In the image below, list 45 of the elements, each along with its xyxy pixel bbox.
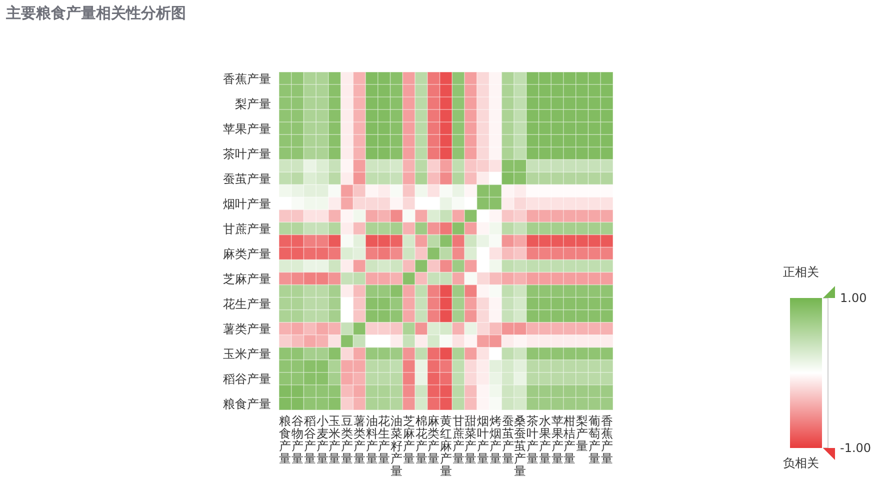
y-tick-label: 粮食产量 [223,397,271,412]
y-tick-label: 甘蔗产量 [223,222,271,236]
x-tick-label: 黄红麻产量 [440,414,452,478]
x-tick-label: 稻谷产量 [304,414,316,466]
y-tick-label: 薯类产量 [223,322,271,336]
text: 正相关 [783,265,819,279]
y-tick-label: 梨产量 [235,96,271,111]
x-tick-label: 油菜籽产量 [390,414,403,478]
x-tick-label: 梨产量 [576,414,588,453]
x-tick-label: 玉米产量 [328,414,341,466]
x-tick-label: 芝麻产量 [402,414,415,466]
x-tick-label: 烤烟产量 [489,414,502,466]
y-tick-label: 花生产量 [223,297,271,312]
color-bar-label: -1.00 [840,441,872,455]
x-tick-label: 香蕉产量 [600,414,613,466]
y-tick-label: 香蕉产量 [223,72,271,86]
y-tick-label: 麻类产量 [223,247,271,262]
x-tick-label: 水果产量 [538,414,551,466]
x-tick-label: 油料产量 [366,414,378,466]
x-tick-label: 甘蔗产量 [452,414,464,466]
y-tick-label: 蚕茧产量 [223,172,271,186]
y-tick-label: 烟叶产量 [223,196,271,211]
x-tick-label: 小麦产量 [316,414,328,466]
x-tick-label: 棉花产量 [415,414,428,466]
x-tick-label: 薯类产量 [353,414,366,466]
x-tick-label: 甜菜产量 [464,414,477,466]
x-tick-label: 蚕茧产量 [502,414,514,466]
color-bar-label: 1.00 [840,291,867,305]
x-tick-label: 柑桔产量 [562,414,576,466]
y-tick-label: 茶叶产量 [223,146,271,161]
x-tick-label: 豆类产量 [341,414,354,466]
x-tick-label: 桑蚕茧产量 [514,414,526,478]
y-tick-label: 苹果产量 [223,122,271,136]
x-tick-label: 茶叶产量 [526,414,539,466]
x-tick-label: 谷物产量 [292,414,304,466]
y-tick-label: 芝麻产量 [223,272,271,286]
x-tick-label: 葡萄产量 [588,414,600,466]
x-tick-label: 苹果产量 [551,414,564,466]
x-tick-label: 麻类产量 [428,414,440,466]
x-tick-label: 花生产量 [378,414,390,466]
text: 主要粮食产量相关性分析图 [5,4,186,22]
y-tick-label: 稻谷产量 [223,372,271,386]
y-tick-label: 玉米产量 [223,347,271,362]
x-tick-label: 烟叶产量 [477,414,490,466]
text: 负相关 [783,456,819,470]
